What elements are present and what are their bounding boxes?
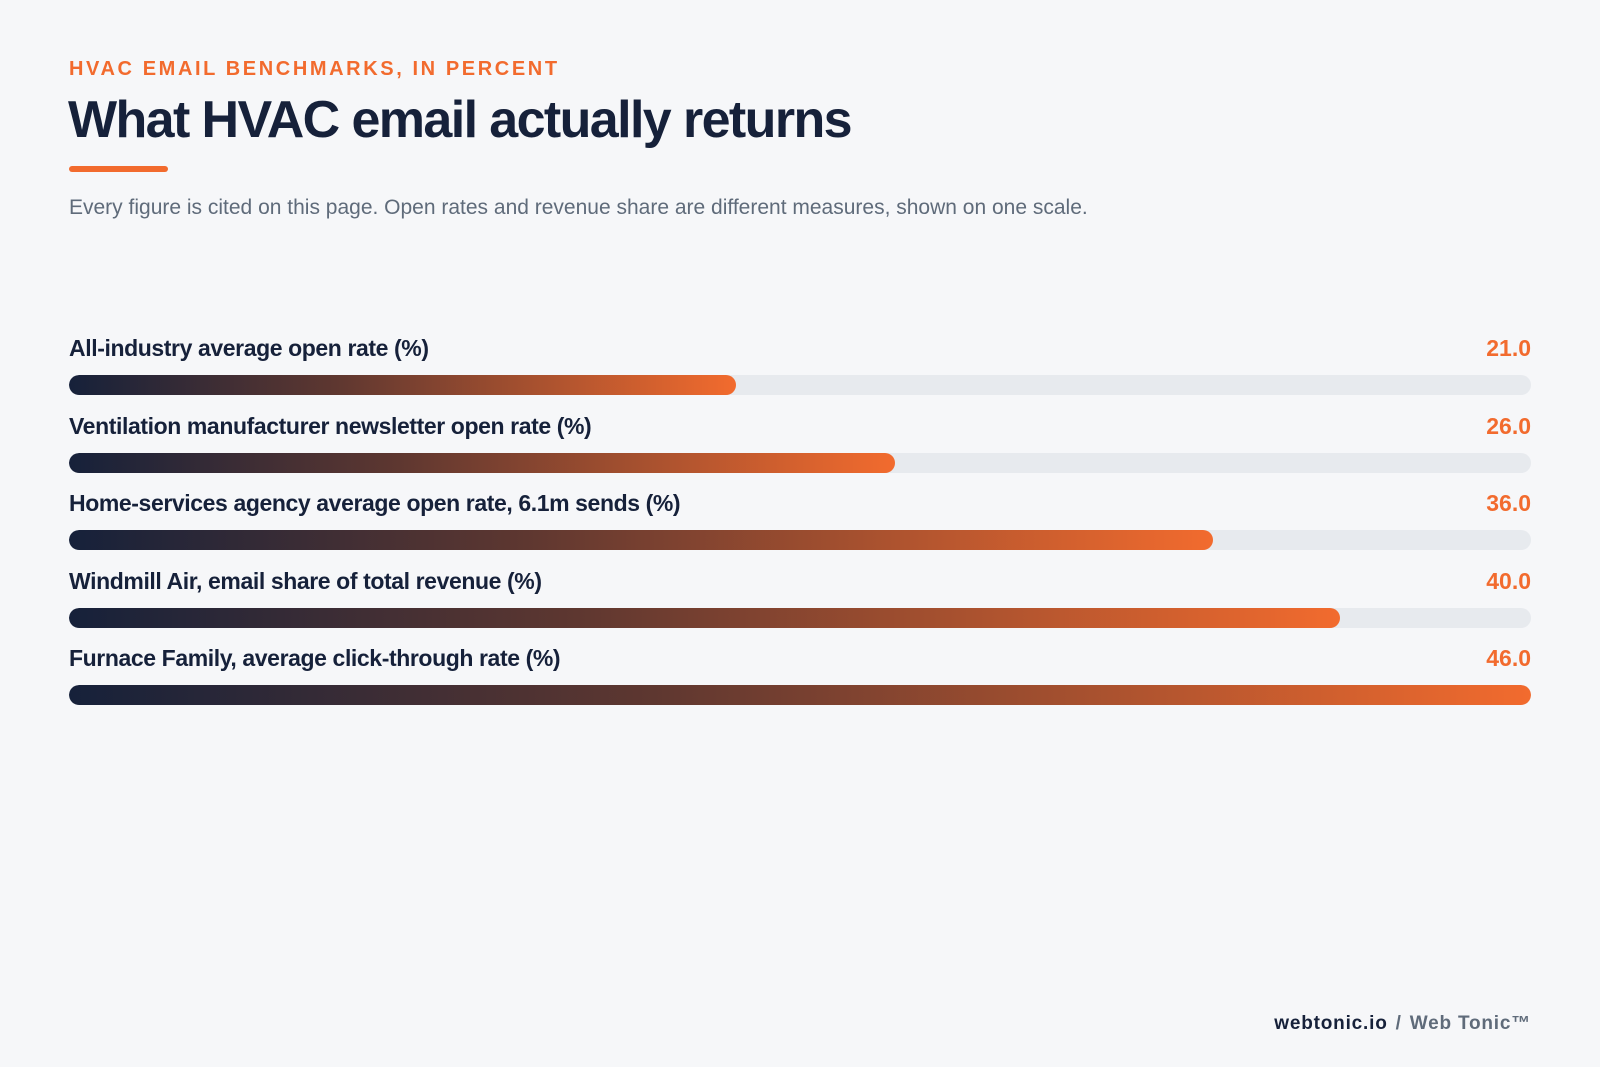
bar-category-label: Home-services agency average open rate, … xyxy=(69,490,681,516)
title-accent-rule xyxy=(69,166,168,172)
bar-header: Home-services agency average open rate, … xyxy=(69,490,1531,528)
bar-fill xyxy=(69,530,1214,550)
page-subtitle: Every figure is cited on this page. Open… xyxy=(69,196,1088,219)
bar-row: All-industry average open rate (%) 21.0 xyxy=(69,335,1531,413)
bar-category-label: Windmill Air, email share of total reven… xyxy=(69,567,542,594)
bar-fill xyxy=(69,375,737,395)
bar-row: Furnace Family, average click-through ra… xyxy=(69,645,1531,723)
bar-value-label: 40.0 xyxy=(1486,567,1531,594)
bar-category-label: Furnace Family, average click-through ra… xyxy=(69,645,561,671)
bar-header: Windmill Air, email share of total reven… xyxy=(69,568,1531,606)
bar-row: Windmill Air, email share of total reven… xyxy=(69,568,1531,646)
bar-value-label: 26.0 xyxy=(1486,412,1531,439)
bar-chart: All-industry average open rate (%) 21.0 Ve… xyxy=(69,335,1531,723)
bar-category-label: All-industry average open rate (%) xyxy=(69,335,429,361)
bar-header: All-industry average open rate (%) 21.0 xyxy=(69,335,1531,373)
bar-track xyxy=(69,607,1531,628)
bar-header: Ventilation manufacturer newsletter open… xyxy=(69,413,1531,451)
bar-value-label: 46.0 xyxy=(1486,645,1531,671)
bar-header: Furnace Family, average click-through ra… xyxy=(69,645,1531,683)
footer-brand[interactable]: webtonic.io xyxy=(1274,1013,1388,1034)
footer-credit: webtonic.io / Web Tonic™ xyxy=(1274,1013,1531,1035)
bar-value-label: 36.0 xyxy=(1486,490,1531,516)
bar-row: Home-services agency average open rate, … xyxy=(69,490,1531,568)
bar-fill xyxy=(69,607,1341,628)
bar-fill xyxy=(69,452,896,473)
eyebrow-label: HVAC EMAIL BENCHMARKS, IN PERCENT xyxy=(69,58,560,80)
page-title: What HVAC email actually returns xyxy=(68,91,853,149)
footer-name: Web Tonic™ xyxy=(1409,1013,1531,1034)
bar-track xyxy=(69,530,1531,550)
bar-track xyxy=(69,452,1531,473)
bar-category-label: Ventilation manufacturer newsletter open… xyxy=(69,412,592,439)
bar-row: Ventilation manufacturer newsletter open… xyxy=(69,413,1531,491)
bar-value-label: 21.0 xyxy=(1486,335,1531,361)
bar-track xyxy=(69,685,1531,705)
bar-fill xyxy=(69,685,1531,705)
bar-track xyxy=(69,375,1531,395)
footer-separator: / xyxy=(1395,1013,1402,1034)
